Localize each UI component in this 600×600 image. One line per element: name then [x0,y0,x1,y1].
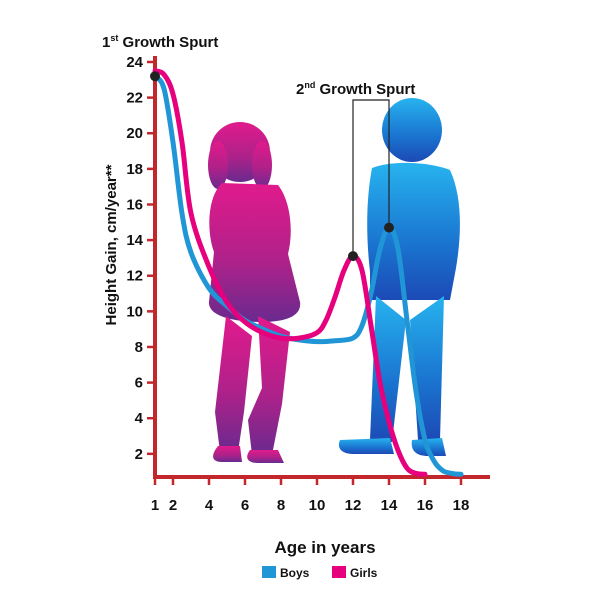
second-spurt-marker-girls [348,251,358,262]
x-tick-label: 12 [345,497,362,514]
y-tick-label: 16 [126,196,143,213]
second-spurt-marker-boys [384,222,394,233]
first-spurt-marker [150,71,160,82]
x-tick-label: 18 [453,497,470,514]
y-tick-label: 6 [135,375,143,392]
x-tick-label: 8 [277,497,285,514]
x-tick-label: 6 [241,497,249,514]
girl-silhouette [208,122,301,463]
y-tick-label: 20 [126,125,143,142]
x-tick-label: 16 [417,497,434,514]
legend-swatch-boys [262,566,276,578]
y-tick-label: 18 [126,161,143,178]
x-tick-label: 14 [381,497,398,514]
y-tick-label: 14 [126,232,143,249]
y-tick-label: 24 [126,54,143,71]
x-axis-label: Age in years [274,538,375,557]
y-tick-label: 8 [135,339,143,356]
legend-label-girls: Girls [350,566,378,580]
x-tick-label: 10 [309,497,326,514]
x-tick-label: 2 [169,497,177,514]
y-tick-label: 4 [135,410,144,427]
first-spurt-label: 1st Growth Spurt [102,33,218,51]
series-line-boys [152,73,464,477]
series-line-girls [152,68,428,477]
y-tick-label: 2 [135,446,143,463]
y-tick-label: 22 [126,90,143,107]
second-spurt-bracket [352,99,390,257]
x-tick-label: 1 [151,497,159,514]
x-tick-label: 4 [205,497,214,514]
legend-swatch-girls [332,566,346,578]
legend: Boys Girls [262,566,378,580]
annotation-layer: 1st Growth Spurt 2nd Growth Spurt [102,33,415,262]
boy-silhouette [338,98,460,456]
series-layer [152,68,464,477]
second-spurt-label: 2nd Growth Spurt [296,80,415,98]
y-tick-label: 12 [126,268,143,285]
y-axis-label: Height Gain, cm/year** [103,164,120,325]
y-tick-label: 10 [126,303,143,320]
legend-label-boys: Boys [280,566,310,580]
